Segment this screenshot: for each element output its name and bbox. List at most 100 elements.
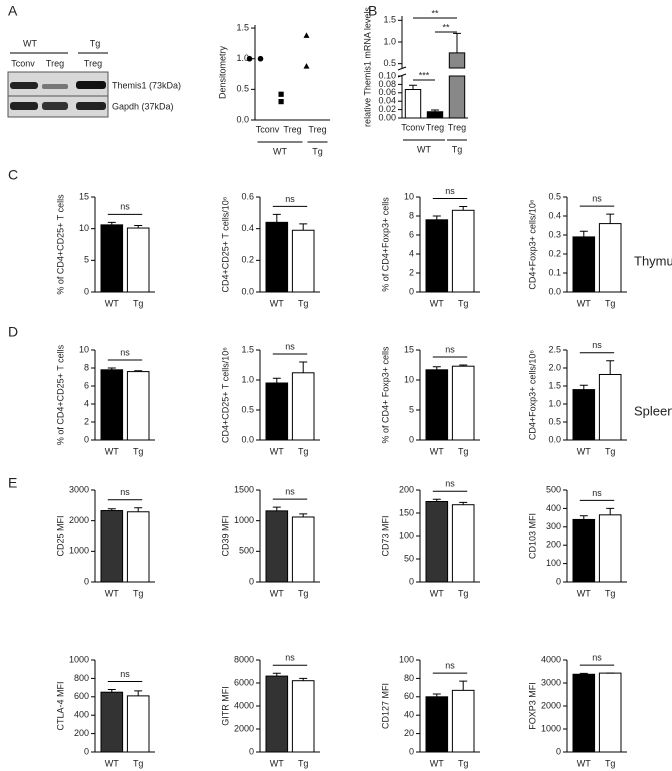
axes xyxy=(254,25,330,121)
y-tick-label: 0 xyxy=(409,576,414,586)
bar xyxy=(100,224,124,293)
y-tick-label: 1.5 xyxy=(236,22,249,32)
y-tick-label: 0.00 xyxy=(378,112,396,122)
y-axis-label: CD127 MFI xyxy=(380,683,390,729)
y-tick-label: 10 xyxy=(404,374,414,384)
significance-label: ns xyxy=(445,344,455,354)
x-tick-label: WT xyxy=(105,588,119,598)
x-tick-label: WT xyxy=(270,446,284,456)
error-bar xyxy=(107,221,116,225)
y-axis-label: CD4+CD25+ T cells/10⁶ xyxy=(220,196,230,292)
error-bar xyxy=(459,501,468,505)
y-tick-label: 800 xyxy=(74,673,89,683)
y-tick-label: 15 xyxy=(404,344,414,354)
x-tick-label: Tg xyxy=(298,588,309,598)
y-tick-label: 2.0 xyxy=(548,362,561,372)
x-tick-label: Tconv xyxy=(256,124,280,134)
y-tick-label: 6 xyxy=(409,229,414,239)
y-tick-label: 2.5 xyxy=(548,344,561,354)
x-tick-label: Treg xyxy=(308,124,326,134)
significance-label: ns xyxy=(285,653,295,663)
x-tick-label: WT xyxy=(430,446,444,456)
significance-label: ** xyxy=(442,22,450,32)
y-tick-label: 200 xyxy=(399,484,414,494)
y-tick-label: 1.0 xyxy=(241,374,254,384)
error-bar xyxy=(272,506,281,511)
y-tick-label: 10 xyxy=(404,191,414,201)
y-tick-label: 0.5 xyxy=(548,416,561,426)
y-tick-label: 4000 xyxy=(234,700,254,710)
x-tick-label: Tg xyxy=(458,298,469,308)
bar xyxy=(126,511,150,583)
y-axis-label: CD39 MFI xyxy=(220,515,230,556)
significance-label: ns xyxy=(120,487,130,497)
y-axis-label: CD103 MFI xyxy=(527,513,537,559)
y-tick-label: 4000 xyxy=(541,654,561,664)
bar xyxy=(100,369,124,441)
x-tick-label: Tg xyxy=(133,446,144,456)
y-tick-label: 6000 xyxy=(234,677,254,687)
y-tick-label: 400 xyxy=(546,503,561,513)
y-tick-label: 1000 xyxy=(234,515,254,525)
band xyxy=(76,102,106,110)
band xyxy=(10,102,38,110)
x-tick-label: Tg xyxy=(133,588,144,598)
error-bar xyxy=(579,672,588,675)
y-tick-label: 2000 xyxy=(69,515,89,525)
y-tick-label: 600 xyxy=(74,691,89,701)
error-bar xyxy=(107,367,116,370)
point xyxy=(278,91,284,97)
y-tick-label: 1.0 xyxy=(548,398,561,408)
bar xyxy=(291,516,315,583)
x-tick-label: Tg xyxy=(298,446,309,456)
group-label: WT xyxy=(273,146,287,156)
x-tick-label: Tg xyxy=(605,588,616,598)
error-bar xyxy=(606,507,615,515)
y-tick-label: 1000 xyxy=(69,654,89,664)
band-label: Themis1 (73kDa) xyxy=(112,80,181,90)
y-tick-label: 500 xyxy=(546,484,561,494)
y-tick-label: 0 xyxy=(249,746,254,756)
bar xyxy=(291,229,315,293)
bar xyxy=(100,691,124,753)
bar xyxy=(126,371,150,441)
y-tick-label: 1.0 xyxy=(383,36,396,46)
y-tick-label: 8000 xyxy=(234,654,254,664)
error-bar xyxy=(409,84,417,90)
blot-group: WT xyxy=(23,38,37,48)
y-axis-label: FOXP3 MFI xyxy=(527,682,537,730)
bar xyxy=(451,209,475,293)
y-tick-label: 10 xyxy=(79,344,89,354)
y-tick-label: 1.5 xyxy=(383,15,396,25)
y-tick-label: 150 xyxy=(399,507,414,517)
y-tick-label: 0 xyxy=(409,434,414,444)
y-tick-label: 0 xyxy=(84,576,89,586)
point xyxy=(303,32,310,38)
band xyxy=(42,84,68,89)
bar xyxy=(425,696,449,753)
bar xyxy=(451,689,475,753)
significance-label: ns xyxy=(120,202,130,212)
y-tick-label: 200 xyxy=(546,540,561,550)
x-tick-label: Tg xyxy=(605,298,616,308)
y-tick-label: 60 xyxy=(404,691,414,701)
x-tick-label: WT xyxy=(430,758,444,768)
x-tick-label: WT xyxy=(577,588,591,598)
error-bar xyxy=(299,223,308,231)
panel-label: D xyxy=(8,324,18,340)
error-bar xyxy=(606,213,615,224)
bar xyxy=(598,373,622,441)
y-tick-label: 5 xyxy=(84,255,89,265)
bar xyxy=(265,221,289,293)
x-tick-label: Tconv xyxy=(401,122,425,132)
y-tick-label: 0 xyxy=(409,746,414,756)
bar xyxy=(451,365,475,441)
bar xyxy=(598,223,622,293)
x-tick-label: Treg xyxy=(426,122,444,132)
x-tick-label: WT xyxy=(105,758,119,768)
panel-label: C xyxy=(8,167,18,183)
y-axis-label: CD4+CD25+ T cells/10⁶ xyxy=(220,347,230,443)
y-tick-label: 8 xyxy=(84,362,89,372)
significance-label: ns xyxy=(445,479,455,489)
